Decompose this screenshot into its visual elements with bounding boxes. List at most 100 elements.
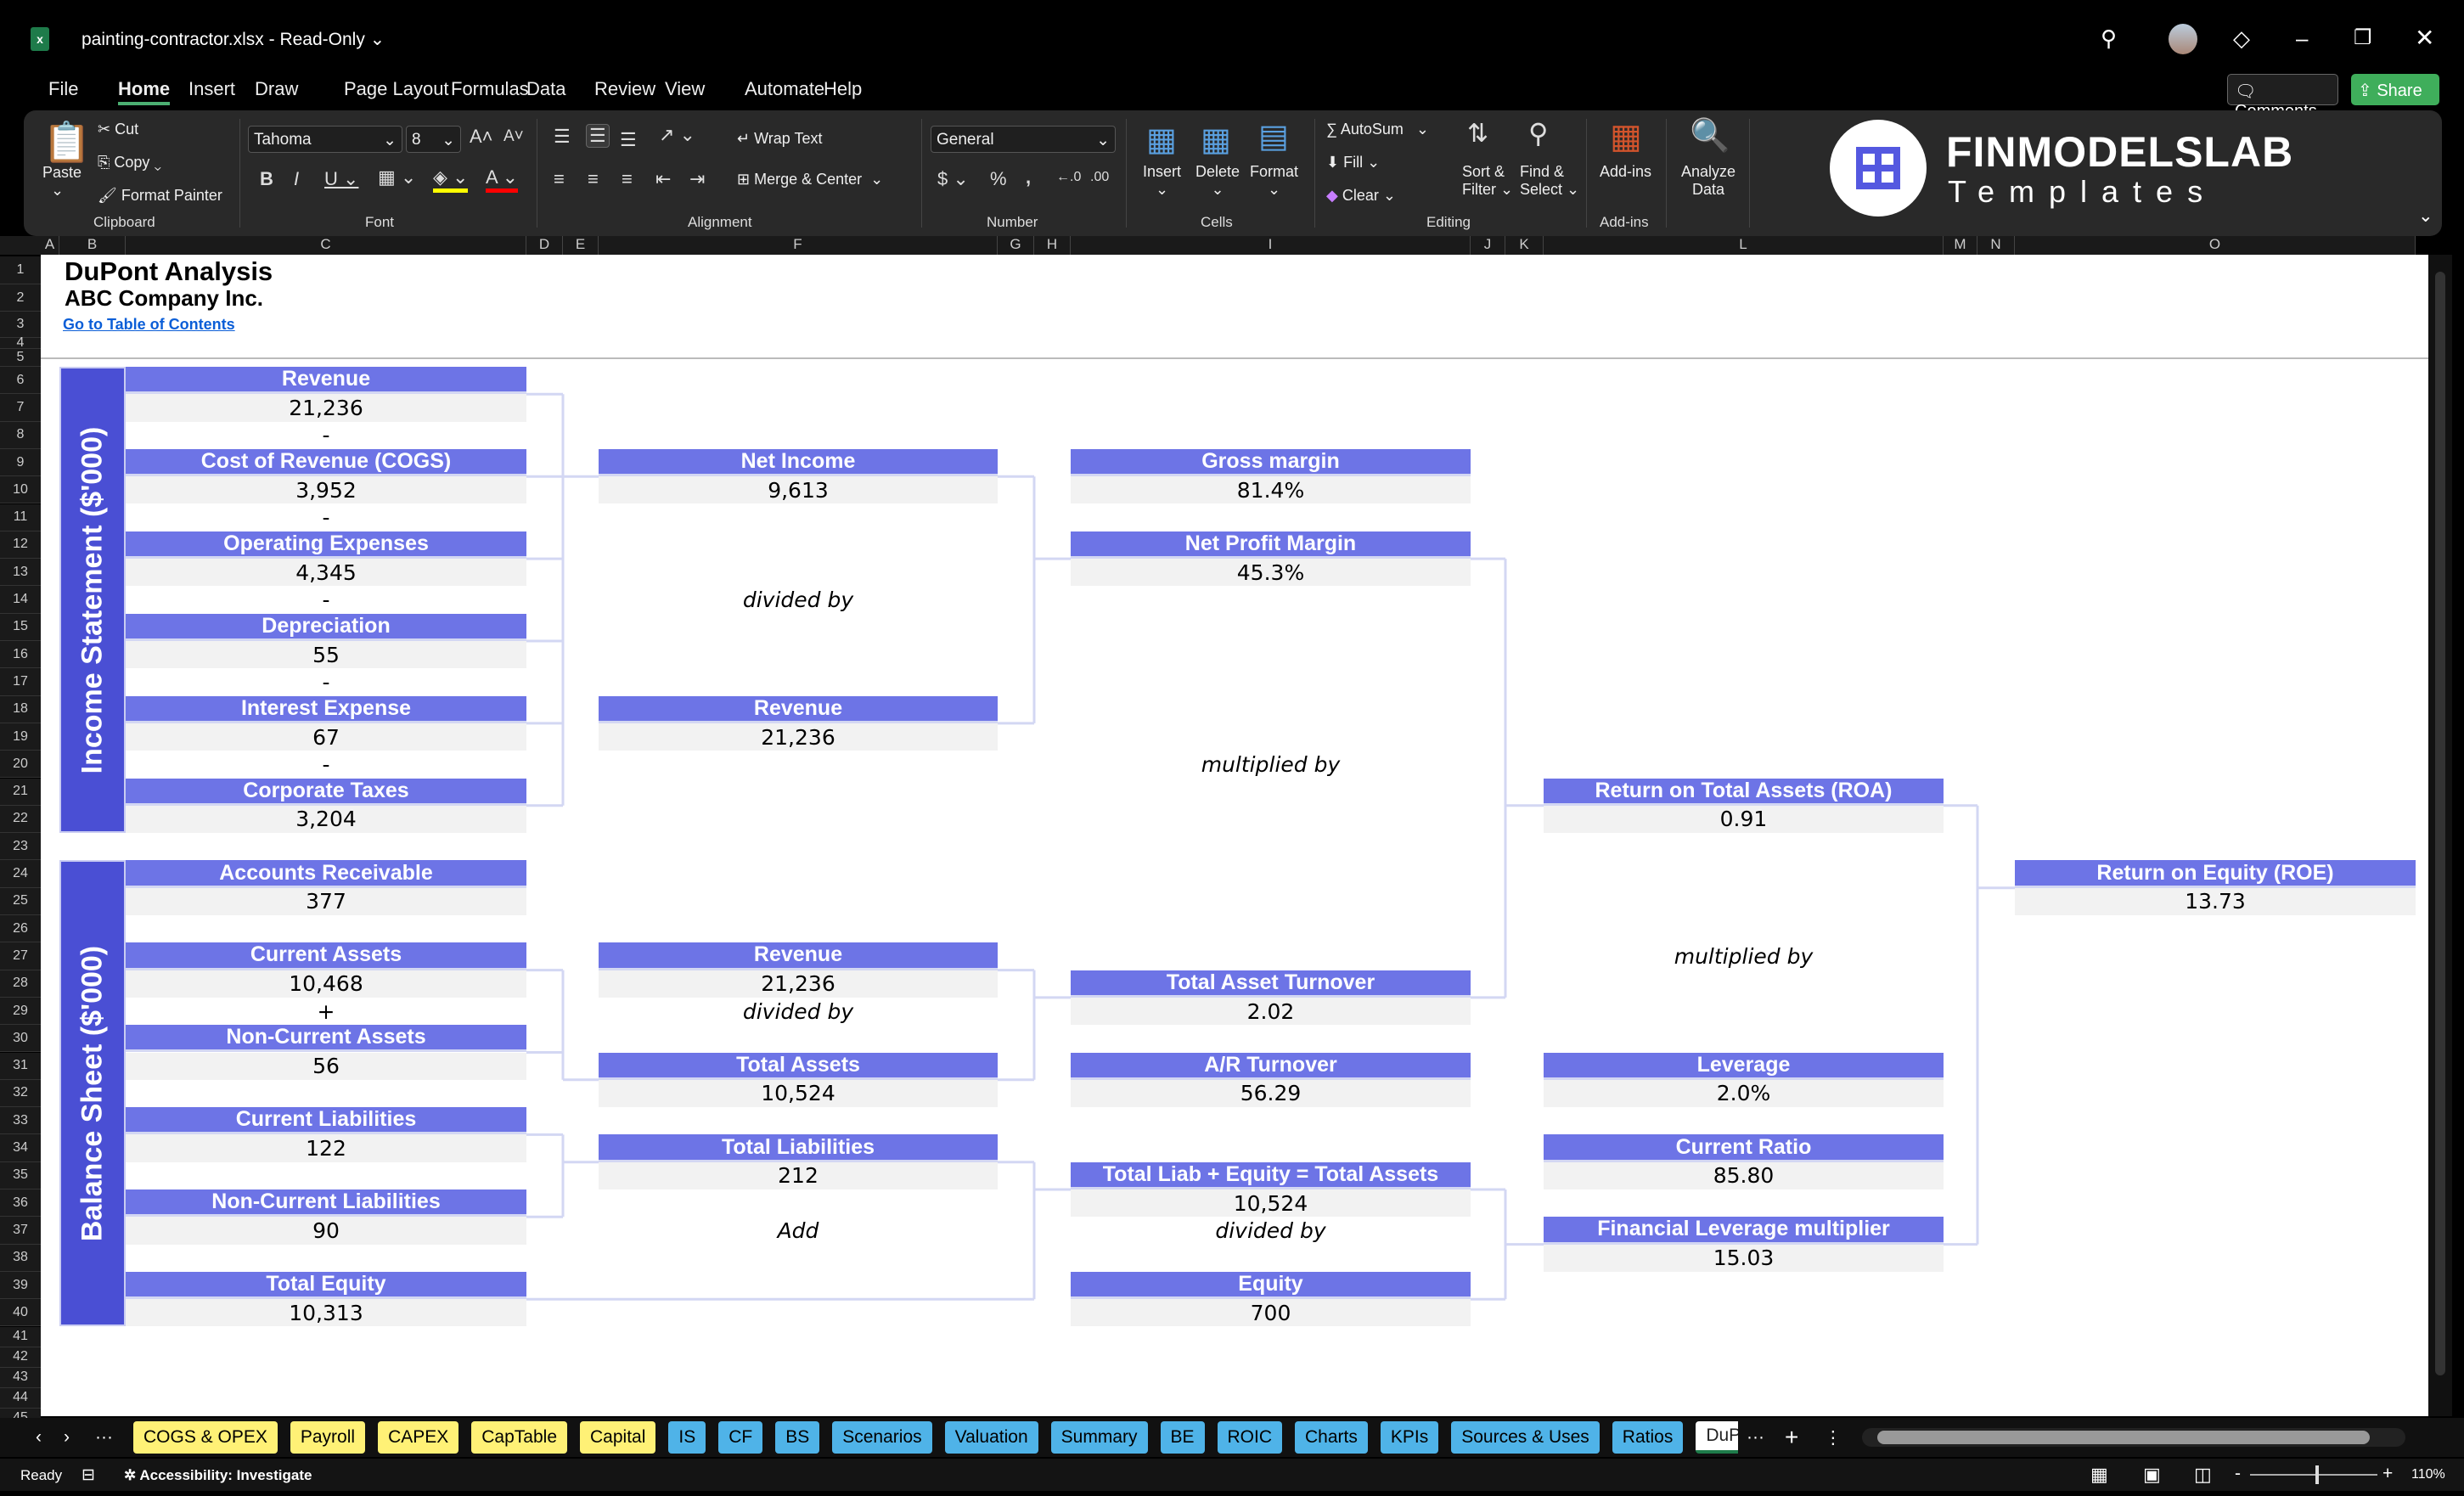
cost-of-revenue-cogs-value[interactable]: 3,952 <box>126 476 526 504</box>
wrap-text-button[interactable]: ↵ Wrap Text <box>737 130 823 147</box>
revenue-value[interactable]: 21,236 <box>599 970 998 998</box>
sheet-tab-charts[interactable]: Charts <box>1295 1421 1368 1454</box>
orientation-icon[interactable]: ↗ ⌄ <box>659 124 695 145</box>
column-header[interactable]: E <box>563 236 599 255</box>
row-header[interactable]: 23 <box>0 833 41 861</box>
cut-button[interactable]: ✂ Cut <box>98 121 139 138</box>
column-header[interactable]: C <box>126 236 526 255</box>
currency-icon[interactable]: $ ⌄ <box>937 168 969 189</box>
fill-button[interactable]: ⬇ Fill ⌄ <box>1326 154 1381 171</box>
sheet-tab-ratios[interactable]: Ratios <box>1612 1421 1684 1454</box>
zoom-in-icon[interactable]: + <box>2382 1464 2394 1483</box>
normal-view-icon[interactable]: ▦ <box>2090 1464 2108 1485</box>
row-header[interactable]: 11 <box>0 503 41 531</box>
row-header[interactable]: 15 <box>0 613 41 641</box>
row-header[interactable]: 14 <box>0 586 41 614</box>
row-header[interactable]: 27 <box>0 942 41 970</box>
close-icon[interactable]: ✕ <box>2415 25 2435 51</box>
find-select-button[interactable]: Find & Select ⌄ <box>1520 163 1580 198</box>
row-header[interactable]: 33 <box>0 1107 41 1135</box>
sheet-tab-summary[interactable]: Summary <box>1050 1421 1148 1454</box>
row-header[interactable]: 38 <box>0 1244 41 1272</box>
diamond-icon[interactable]: ◇ <box>2233 25 2250 51</box>
font-color-icon[interactable]: A ⌄ <box>486 166 519 193</box>
sheet-tab-captable[interactable]: CapTable <box>471 1421 567 1454</box>
row-header[interactable]: 7 <box>0 394 41 422</box>
column-header[interactable]: D <box>526 236 563 255</box>
row-header[interactable]: 26 <box>0 915 41 943</box>
bold-icon[interactable]: B <box>260 168 273 189</box>
select-all-corner[interactable] <box>0 236 41 255</box>
leverage-value[interactable]: 2.0% <box>1544 1079 1944 1108</box>
row-header[interactable]: 18 <box>0 695 41 723</box>
increase-decimal-icon[interactable]: ←.0 <box>1056 170 1082 184</box>
menu-draw[interactable]: Draw <box>255 78 299 99</box>
row-header[interactable]: 31 <box>0 1052 41 1080</box>
number-format-combo[interactable]: General ⌄ <box>931 126 1116 153</box>
sheet-tab-capex[interactable]: CAPEX <box>378 1421 459 1454</box>
depreciation-value[interactable]: 55 <box>126 641 526 669</box>
underline-icon[interactable]: U ⌄ <box>324 168 359 189</box>
paste-button[interactable]: Paste ⌄ <box>42 164 82 199</box>
align-bottom-icon[interactable]: ☰ <box>620 129 637 150</box>
row-header[interactable]: 25 <box>0 887 41 915</box>
menu-review[interactable]: Review <box>594 78 656 99</box>
non-current-liabilities-value[interactable]: 90 <box>126 1217 526 1245</box>
sheet-tab-roic[interactable]: ROIC <box>1217 1421 1283 1454</box>
align-middle-icon[interactable]: ☰ <box>586 124 610 148</box>
sheet-tab-cf[interactable]: CF <box>718 1421 763 1454</box>
gross-margin-value[interactable]: 81.4% <box>1071 476 1471 504</box>
menu-automate[interactable]: Automate <box>745 78 825 99</box>
return-on-total-assets-roa-value[interactable]: 0.91 <box>1544 805 1944 834</box>
menu-page-layout[interactable]: Page Layout <box>344 78 449 99</box>
column-header[interactable]: I <box>1071 236 1471 255</box>
row-header[interactable]: 20 <box>0 751 41 779</box>
row-header[interactable]: 9 <box>0 448 41 477</box>
column-header[interactable]: F <box>599 236 998 255</box>
menu-view[interactable]: View <box>665 78 706 99</box>
row-header[interactable]: 37 <box>0 1217 41 1245</box>
comma-icon[interactable]: , <box>1026 166 1032 188</box>
font-size-combo[interactable]: 8 ⌄ <box>406 126 461 153</box>
row-header[interactable]: 1 <box>0 256 41 284</box>
grow-font-icon[interactable]: A˄ <box>470 126 493 147</box>
row-header[interactable]: 43 <box>0 1367 41 1388</box>
row-header[interactable]: 42 <box>0 1347 41 1368</box>
row-header[interactable]: 19 <box>0 723 41 751</box>
sort-filter-button[interactable]: Sort & Filter ⌄ <box>1462 163 1514 198</box>
shrink-font-icon[interactable]: A˅ <box>503 127 524 145</box>
align-left-icon[interactable]: ≡ <box>554 168 565 189</box>
revenue-value[interactable]: 21,236 <box>126 394 526 422</box>
revenue-value[interactable]: 21,236 <box>599 723 998 751</box>
row-header[interactable]: 12 <box>0 531 41 560</box>
clear-button[interactable]: ◆ Clear ⌄ <box>1326 187 1396 204</box>
search-icon[interactable]: ⚲ <box>2101 25 2118 51</box>
row-header[interactable]: 40 <box>0 1299 41 1327</box>
net-income-value[interactable]: 9,613 <box>599 476 998 504</box>
align-right-icon[interactable]: ≡ <box>622 168 633 189</box>
next-sheet-icon[interactable]: › <box>64 1427 70 1447</box>
vertical-scrollbar[interactable] <box>2428 255 2452 1416</box>
percent-icon[interactable]: % <box>990 168 1007 189</box>
collapse-ribbon-icon[interactable]: ⌄ <box>2418 206 2433 226</box>
analyze-data-button[interactable]: Analyze Data <box>1681 163 1735 199</box>
format-painter-button[interactable]: 🖌 Format Painter <box>98 187 222 204</box>
a-r-turnover-value[interactable]: 56.29 <box>1071 1079 1471 1108</box>
row-header[interactable]: 35 <box>0 1161 41 1189</box>
menu-home[interactable]: Home <box>118 78 171 105</box>
column-header[interactable]: G <box>998 236 1034 255</box>
column-header[interactable]: B <box>59 236 126 255</box>
menu-file[interactable]: File <box>48 78 79 99</box>
decrease-indent-icon[interactable]: ⇤ <box>655 168 672 189</box>
row-header[interactable]: 8 <box>0 421 41 449</box>
menu-insert[interactable]: Insert <box>188 78 236 99</box>
total-asset-turnover-value[interactable]: 2.02 <box>1071 997 1471 1026</box>
sheet-tab-scenarios[interactable]: Scenarios <box>832 1421 932 1454</box>
row-header[interactable]: 24 <box>0 860 41 888</box>
non-current-assets-value[interactable]: 56 <box>126 1052 526 1080</box>
column-header[interactable]: L <box>1544 236 1944 255</box>
sheet-tab-bs[interactable]: BS <box>775 1421 820 1454</box>
autosum-button[interactable]: ∑ AutoSum ⌄ <box>1326 121 1429 138</box>
net-profit-margin-value[interactable]: 45.3% <box>1071 559 1471 587</box>
sheet-tab-valuation[interactable]: Valuation <box>944 1421 1038 1454</box>
